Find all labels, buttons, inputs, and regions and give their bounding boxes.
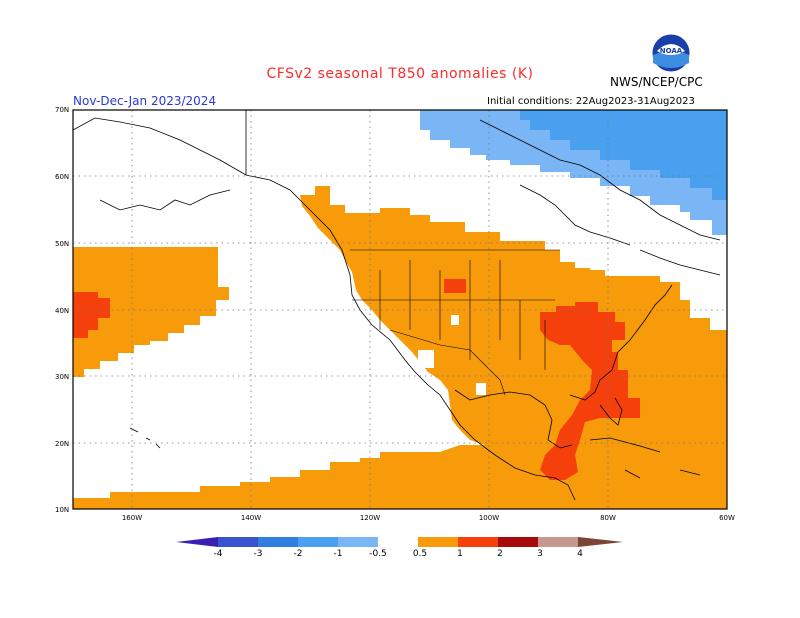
colorbar-label: 3 <box>537 549 543 559</box>
gridlines <box>73 110 727 509</box>
anomaly-region-plains-strong <box>444 279 466 293</box>
anomaly-region-pacific-west-strong <box>73 292 110 338</box>
lat-label: 60N <box>55 173 69 181</box>
lon-label: 120W <box>360 514 380 522</box>
colorbar-swatch <box>538 537 578 547</box>
anomaly-gap <box>476 383 486 395</box>
colorbar-swatch <box>458 537 498 547</box>
political-boundaries <box>350 249 560 396</box>
lon-label: 80W <box>600 514 616 522</box>
map-frame <box>72 109 728 510</box>
lon-label: 160W <box>122 514 142 522</box>
anomaly-region-canada-cooler <box>520 110 727 200</box>
lat-label: 50N <box>55 240 69 248</box>
colorbar-swatch <box>498 537 538 547</box>
colorbar-swatch <box>418 537 458 547</box>
colorbar-label: 4 <box>577 549 583 559</box>
colorbar-left-tip <box>176 537 218 547</box>
colorbar-swatch <box>338 537 378 547</box>
lat-label: 40N <box>55 307 69 315</box>
colorbar-label: -0.5 <box>369 549 387 559</box>
initial-conditions: Initial conditions: 22Aug2023-31Aug2023 <box>487 96 695 107</box>
colorbar-swatch <box>258 537 298 547</box>
lat-label: 20N <box>55 440 69 448</box>
anomaly-gap <box>451 315 459 325</box>
lat-label: 70N <box>55 106 69 114</box>
lon-label: 100W <box>479 514 499 522</box>
longitude-axis: 160W 140W 120W 100W 80W 60W <box>122 514 735 522</box>
colorbar-swatch <box>298 537 338 547</box>
anomaly-region-pacific-west <box>73 247 229 377</box>
colorbar-swatch <box>218 537 258 547</box>
colorbar-label: -4 <box>214 549 223 559</box>
forecast-period: Nov-Dec-Jan 2023/2024 <box>73 94 217 108</box>
colorbar-right-tip <box>578 537 623 547</box>
lon-label: 140W <box>241 514 261 522</box>
anomaly-region-southeast-strong <box>540 302 640 480</box>
chart-title: CFSv2 seasonal T850 anomalies (K) <box>266 66 534 82</box>
colorbar-label: 0.5 <box>413 549 427 559</box>
colorbar-swatch <box>378 537 418 547</box>
colorbar-label: -1 <box>334 549 343 559</box>
lat-label: 30N <box>55 373 69 381</box>
colorbar-label: -3 <box>254 549 263 559</box>
colorbar-label: 2 <box>497 549 503 559</box>
noaa-logo-icon: NOAA <box>651 33 691 73</box>
lon-label: 60W <box>719 514 735 522</box>
colorbar-label: -2 <box>294 549 303 559</box>
latitude-axis: 70N 60N 50N 40N 30N 20N 10N <box>55 106 69 514</box>
colorbar: -4 -3 -2 -1 -0.5 0.5 1 2 3 4 <box>176 537 623 559</box>
lat-label: 10N <box>55 506 69 514</box>
svg-text:NOAA: NOAA <box>660 47 683 55</box>
anomaly-gap <box>418 350 434 368</box>
agency-label: NWS/NCEP/CPC <box>610 75 703 89</box>
coastlines <box>72 110 721 501</box>
colorbar-label: 1 <box>457 549 463 559</box>
